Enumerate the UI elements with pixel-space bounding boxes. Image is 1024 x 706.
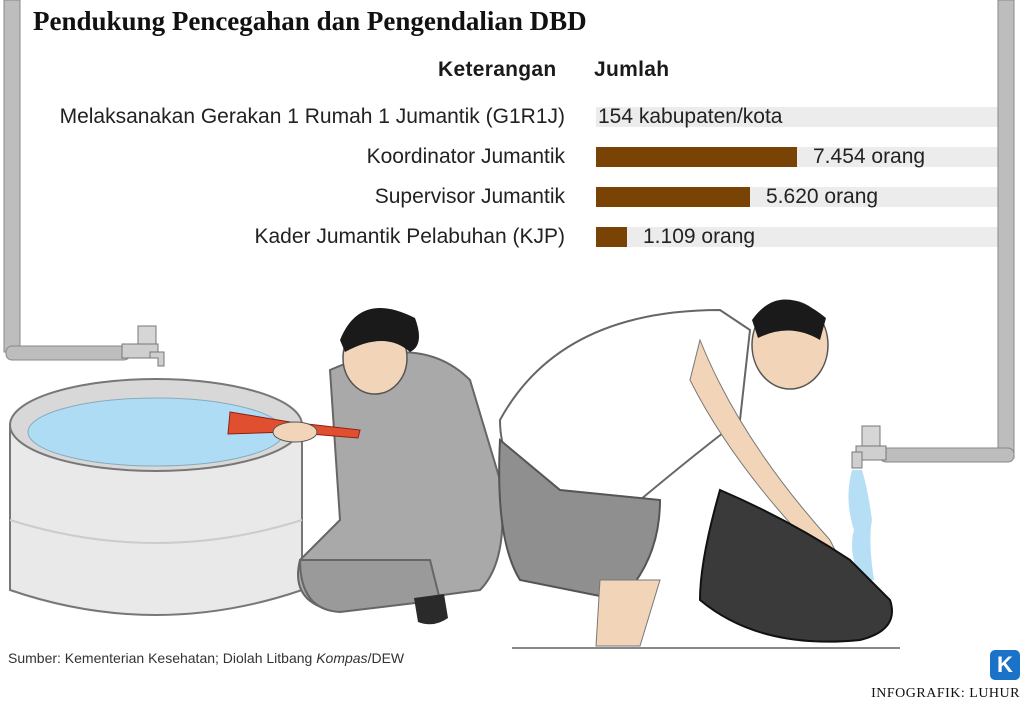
page-title: Pendukung Pencegahan dan Pengendalian DB… <box>33 6 587 36</box>
water-tank-icon <box>9 378 303 616</box>
source-text: Sumber: Kementerian Kesehatan; Diolah Li… <box>8 650 317 666</box>
source-publication: Kompas <box>316 650 368 666</box>
water-stream-icon <box>848 470 874 580</box>
bar-track <box>596 227 998 247</box>
source-suffix: /DEW <box>367 650 405 666</box>
person-with-bucket-icon <box>498 299 900 649</box>
credit-text: INFOGRAFIK: LUHUR <box>871 686 1020 701</box>
left-pipe-icon <box>3 0 131 361</box>
person-with-flashlight-icon <box>227 307 504 625</box>
category-label: Supervisor Jumantik <box>374 185 565 208</box>
category-label: Melaksanakan Gerakan 1 Rumah 1 Jumantik … <box>59 105 565 128</box>
column-header-keterangan: Keterangan <box>438 58 557 81</box>
value-label: 5.620 orang <box>766 185 879 208</box>
bar <box>596 187 750 207</box>
category-label: Kader Jumantik Pelabuhan (KJP) <box>254 225 566 248</box>
bar <box>596 227 627 247</box>
value-label: 154 kabupaten/kota <box>598 105 783 128</box>
right-pipe-icon <box>879 0 1015 463</box>
source-note: Sumber: Kementerian Kesehatan; Diolah Li… <box>8 650 404 666</box>
bar-track <box>596 107 998 127</box>
faucet-icon <box>121 325 165 367</box>
value-label: 7.454 orang <box>813 145 926 168</box>
column-header-jumlah: Jumlah <box>594 58 670 81</box>
kompas-logo: K <box>990 650 1020 680</box>
value-label: 1.109 orang <box>643 225 756 248</box>
faucet-icon <box>851 425 887 469</box>
category-label: Koordinator Jumantik <box>366 145 565 168</box>
bar <box>596 147 797 167</box>
